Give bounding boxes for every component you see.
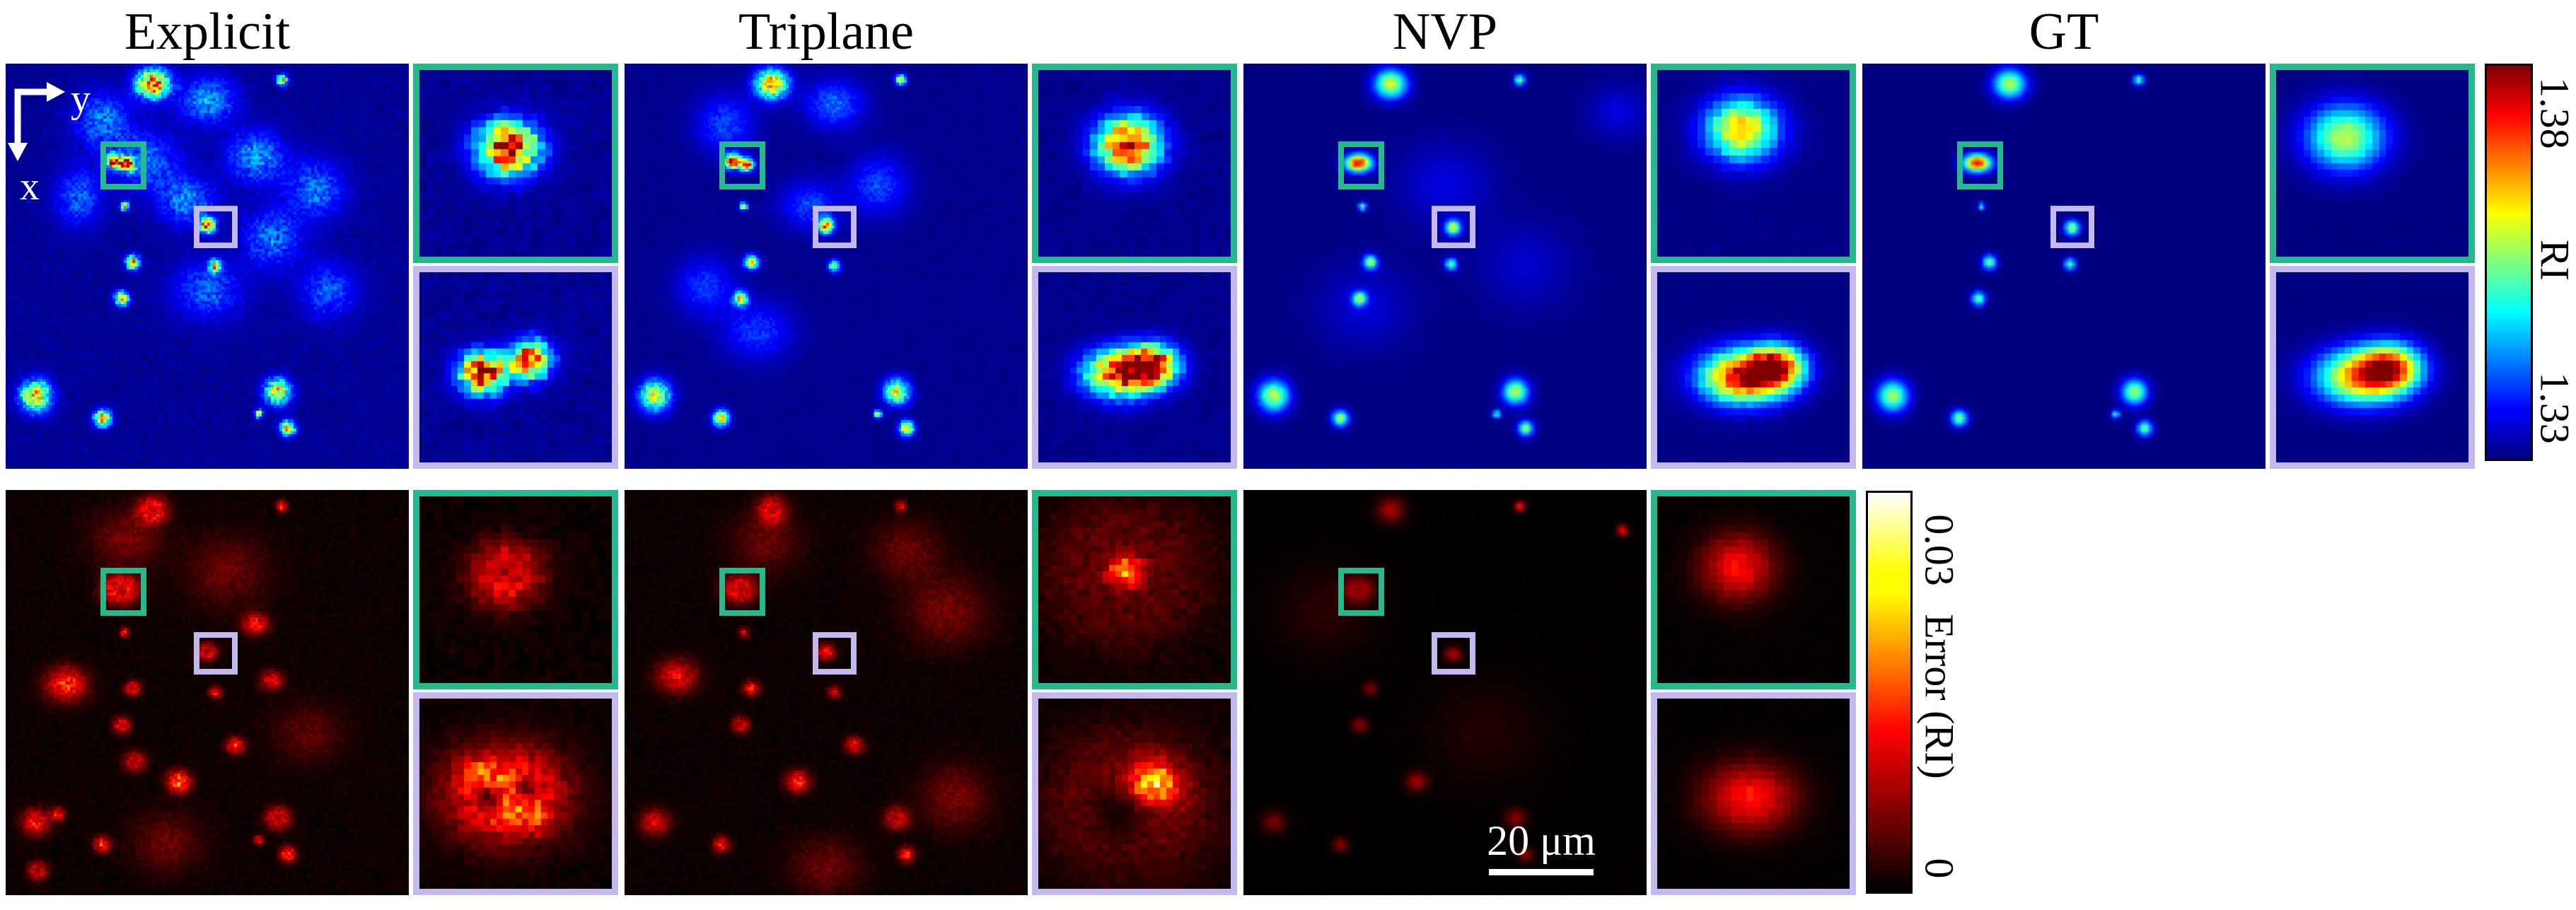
ri-inset-green-triplane	[1032, 64, 1237, 263]
purple-roi-box	[194, 631, 238, 675]
error-inset-green-triplane	[1032, 490, 1237, 689]
ri-inset-purple-explicit	[413, 266, 618, 469]
error-inset-purple-canvas	[1657, 699, 1850, 889]
column-gt: GT	[1862, 0, 2481, 910]
column-triplane: Triplane	[625, 0, 1243, 910]
ri-map-canvas-nvp	[1243, 64, 1647, 469]
ri-colorbar	[2485, 64, 2533, 461]
purple-roi-box	[194, 205, 238, 249]
column-title-gt: GT	[2029, 3, 2099, 61]
column-title-nvp: NVP	[1392, 3, 1498, 61]
ri-colorbar-title: RI	[2531, 240, 2576, 281]
ri-colorbar-canvas	[2487, 66, 2531, 459]
ri-map-nvp	[1243, 64, 1647, 469]
ri-map-canvas-explicit	[6, 64, 409, 469]
error-inset-purple-canvas	[419, 699, 612, 889]
error-inset-green-nvp	[1651, 490, 1856, 689]
ri-inset-purple-canvas	[1038, 272, 1231, 462]
ri-inset-green-canvas	[419, 70, 612, 257]
error-inset-purple-triplane	[1032, 692, 1237, 895]
green-roi-box	[1338, 141, 1385, 189]
axis-arrow-icon	[8, 82, 65, 161]
column-title-triplane: Triplane	[738, 3, 915, 61]
error-inset-purple-nvp	[1651, 692, 1856, 895]
scale-bar-line	[1489, 869, 1594, 875]
ri-inset-purple-triplane	[1032, 266, 1237, 469]
error-inset-green-canvas	[419, 496, 612, 683]
error-map-canvas-triplane	[625, 490, 1028, 895]
axis-label-x: x	[20, 165, 40, 209]
ri-map-canvas-gt	[1862, 64, 2265, 469]
error-inset-purple-explicit	[413, 692, 618, 895]
error-colorbar-min-label: 0	[1916, 858, 1963, 879]
column-nvp: NVP 20 μm	[1243, 0, 1862, 910]
error-inset-green-canvas	[1038, 496, 1231, 683]
ri-colorbar-min-label: 1.33	[2531, 372, 2576, 444]
column-title-explicit: Explicit	[124, 3, 291, 61]
ri-inset-purple-canvas	[1657, 272, 1850, 462]
ri-map-explicit: y x	[6, 64, 409, 469]
ri-map-triplane	[625, 64, 1028, 469]
ri-inset-green-canvas	[2276, 70, 2468, 257]
error-map-canvas-nvp	[1243, 490, 1647, 895]
ri-inset-green-explicit	[413, 64, 618, 263]
green-roi-box	[719, 141, 766, 189]
green-roi-box	[100, 141, 147, 189]
error-inset-purple-canvas	[1038, 699, 1231, 889]
ri-inset-purple-canvas	[419, 272, 612, 462]
green-roi-box	[1956, 141, 2004, 189]
ri-inset-purple-gt	[2270, 266, 2475, 469]
ri-inset-purple-nvp	[1651, 266, 1856, 469]
error-colorbar	[1866, 491, 1913, 894]
error-inset-green-explicit	[413, 490, 618, 689]
error-map-canvas-explicit	[6, 490, 409, 895]
error-colorbar-title: Error (RI)	[1916, 614, 1963, 779]
ri-inset-purple-canvas	[2276, 272, 2468, 462]
purple-roi-box	[813, 631, 857, 675]
green-roi-box	[1338, 568, 1385, 616]
scale-bar: 20 μm	[1460, 819, 1623, 875]
ri-map-gt	[1862, 64, 2265, 469]
error-inset-green-canvas	[1657, 496, 1850, 683]
ri-map-canvas-triplane	[625, 64, 1028, 469]
ri-inset-green-nvp	[1651, 64, 1856, 263]
green-roi-box	[100, 568, 147, 616]
scale-bar-label: 20 μm	[1487, 817, 1596, 864]
column-explicit: Explicit y x	[6, 0, 625, 910]
ri-colorbar-max-label: 1.38	[2531, 77, 2576, 149]
error-colorbar-max-label: 0.03	[1916, 514, 1963, 586]
purple-roi-box	[1432, 631, 1475, 675]
ri-inset-green-gt	[2270, 64, 2475, 263]
error-map-nvp: 20 μm	[1243, 490, 1647, 895]
error-colorbar-canvas	[1868, 493, 1910, 892]
purple-roi-box	[813, 205, 857, 249]
purple-roi-box	[1432, 205, 1475, 249]
ri-inset-green-canvas	[1038, 70, 1231, 257]
error-map-triplane	[625, 490, 1028, 895]
axis-label-y: y	[71, 77, 91, 121]
green-roi-box	[719, 568, 766, 616]
ri-inset-green-canvas	[1657, 70, 1850, 257]
error-map-explicit	[6, 490, 409, 895]
purple-roi-box	[2050, 205, 2094, 249]
